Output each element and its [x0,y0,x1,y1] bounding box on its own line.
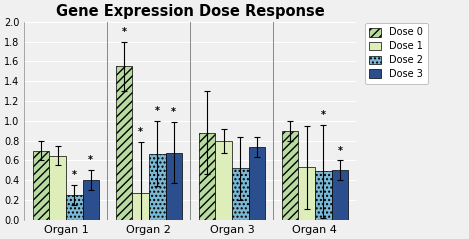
Bar [149,154,166,220]
Title: Gene Expression Dose Response: Gene Expression Dose Response [56,4,325,19]
Text: *: * [171,107,176,117]
Bar [282,131,298,220]
Text: *: * [121,27,127,37]
Bar [315,171,332,220]
Text: *: * [72,170,77,180]
Text: *: * [88,155,93,165]
Bar [83,180,99,220]
Text: *: * [321,110,326,120]
Bar [66,195,83,220]
Bar [215,141,232,220]
Bar [166,152,182,220]
Bar [249,147,265,220]
Bar [298,168,315,220]
Bar [199,133,215,220]
Bar [232,168,249,220]
Bar [49,156,66,220]
Bar [332,170,348,220]
Bar [33,151,49,220]
Legend: Dose 0, Dose 1, Dose 2, Dose 3: Dose 0, Dose 1, Dose 2, Dose 3 [364,23,428,84]
Text: *: * [337,146,342,156]
Bar [116,66,132,220]
Text: *: * [155,106,160,116]
Text: *: * [138,127,143,137]
Bar [132,193,149,220]
